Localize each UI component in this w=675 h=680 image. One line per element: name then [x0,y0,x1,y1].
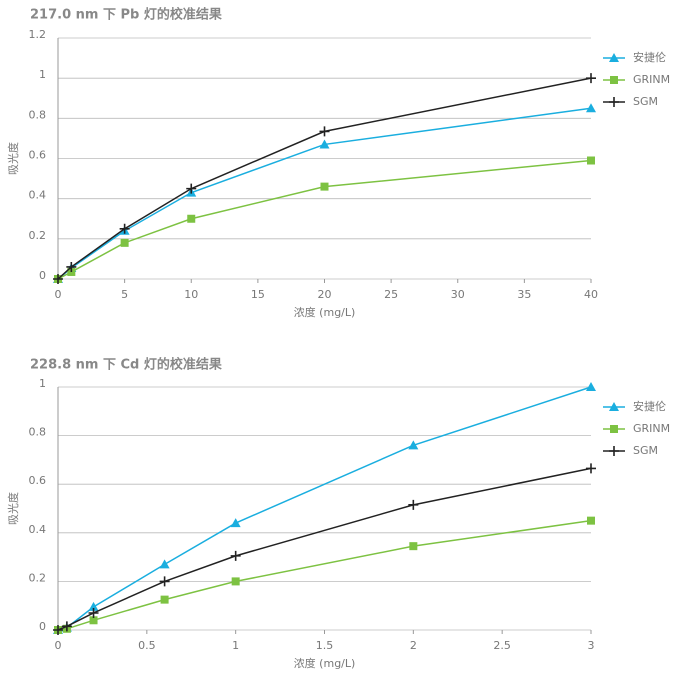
x-tick-label: 10 [184,288,198,301]
x-tick-label: 30 [451,288,465,301]
marker [609,97,619,107]
x-tick-label: 3 [588,639,595,652]
y-tick-label: 0.6 [29,149,47,162]
marker [88,607,99,618]
marker [609,402,619,411]
marker [66,261,77,272]
marker [609,446,619,456]
x-tick-label: 2.5 [493,639,511,652]
x-axis-label: 浓度 (mg/L) [294,305,356,319]
x-tick-label: 40 [584,288,598,301]
x-tick-label: 15 [251,288,265,301]
marker [119,223,130,234]
series-line [57,467,592,631]
marker [160,595,169,604]
y-tick-label: 0 [39,269,46,282]
chart-title: 217.0 nm 下 Pb 灯的校准结果 [30,7,222,23]
marker [159,576,170,587]
marker [586,382,596,391]
legend-label: 安捷伦 [633,399,666,413]
y-tick-label: 1.2 [29,28,47,41]
y-axis-label: 吸光度 [6,142,20,175]
y-tick-label: 1 [39,68,46,81]
marker [609,53,619,62]
marker [319,139,330,149]
y-tick-label: 1 [39,377,46,390]
marker [409,542,418,551]
legend-label: GRINM [633,422,670,435]
marker [319,126,330,137]
y-tick-label: 0.8 [29,426,47,439]
marker [610,76,618,84]
marker [159,559,170,569]
x-tick-label: 25 [384,288,398,301]
y-tick-label: 0.6 [29,474,47,487]
marker [231,577,240,586]
legend-label: SGM [633,444,658,457]
marker [120,238,129,247]
chart-title: 228.8 nm 下 Cd 灯的校准结果 [30,357,222,373]
marker [586,103,596,113]
marker [408,499,419,510]
marker [67,267,76,276]
marker [408,440,419,450]
x-tick-label: 0.5 [138,639,156,652]
x-tick-label: 0 [55,639,62,652]
y-tick-label: 0.4 [29,189,47,202]
legend-label: 安捷伦 [633,50,666,64]
marker [320,182,329,191]
x-tick-label: 0 [55,288,62,301]
x-tick-label: 2 [410,639,417,652]
y-tick-label: 0.2 [29,229,47,242]
y-tick-label: 0.8 [29,108,47,121]
marker [53,625,63,635]
x-tick-label: 35 [517,288,531,301]
series-line [57,159,592,280]
series-line [57,519,592,631]
marker [587,516,595,525]
y-axis-label: 吸光度 [6,492,20,525]
y-tick-label: 0.4 [29,523,47,536]
legend-label: SGM [633,95,658,108]
marker [186,183,197,194]
y-tick-label: 0 [39,620,46,633]
marker [586,463,596,474]
marker [61,621,72,632]
series-line [57,77,592,280]
marker [587,156,595,165]
x-tick-label: 20 [318,288,332,301]
marker [610,425,618,433]
marker [89,616,98,625]
marker [230,550,241,561]
legend-label: GRINM [633,73,670,86]
marker [230,518,241,528]
marker [586,73,596,84]
x-tick-label: 1.5 [316,639,334,652]
marker [88,601,99,611]
y-tick-label: 0.2 [29,571,47,584]
marker [53,274,63,284]
x-tick-label: 5 [121,288,128,301]
x-tick-label: 1 [232,639,239,652]
marker [187,214,196,223]
x-axis-label: 浓度 (mg/L) [294,656,356,670]
